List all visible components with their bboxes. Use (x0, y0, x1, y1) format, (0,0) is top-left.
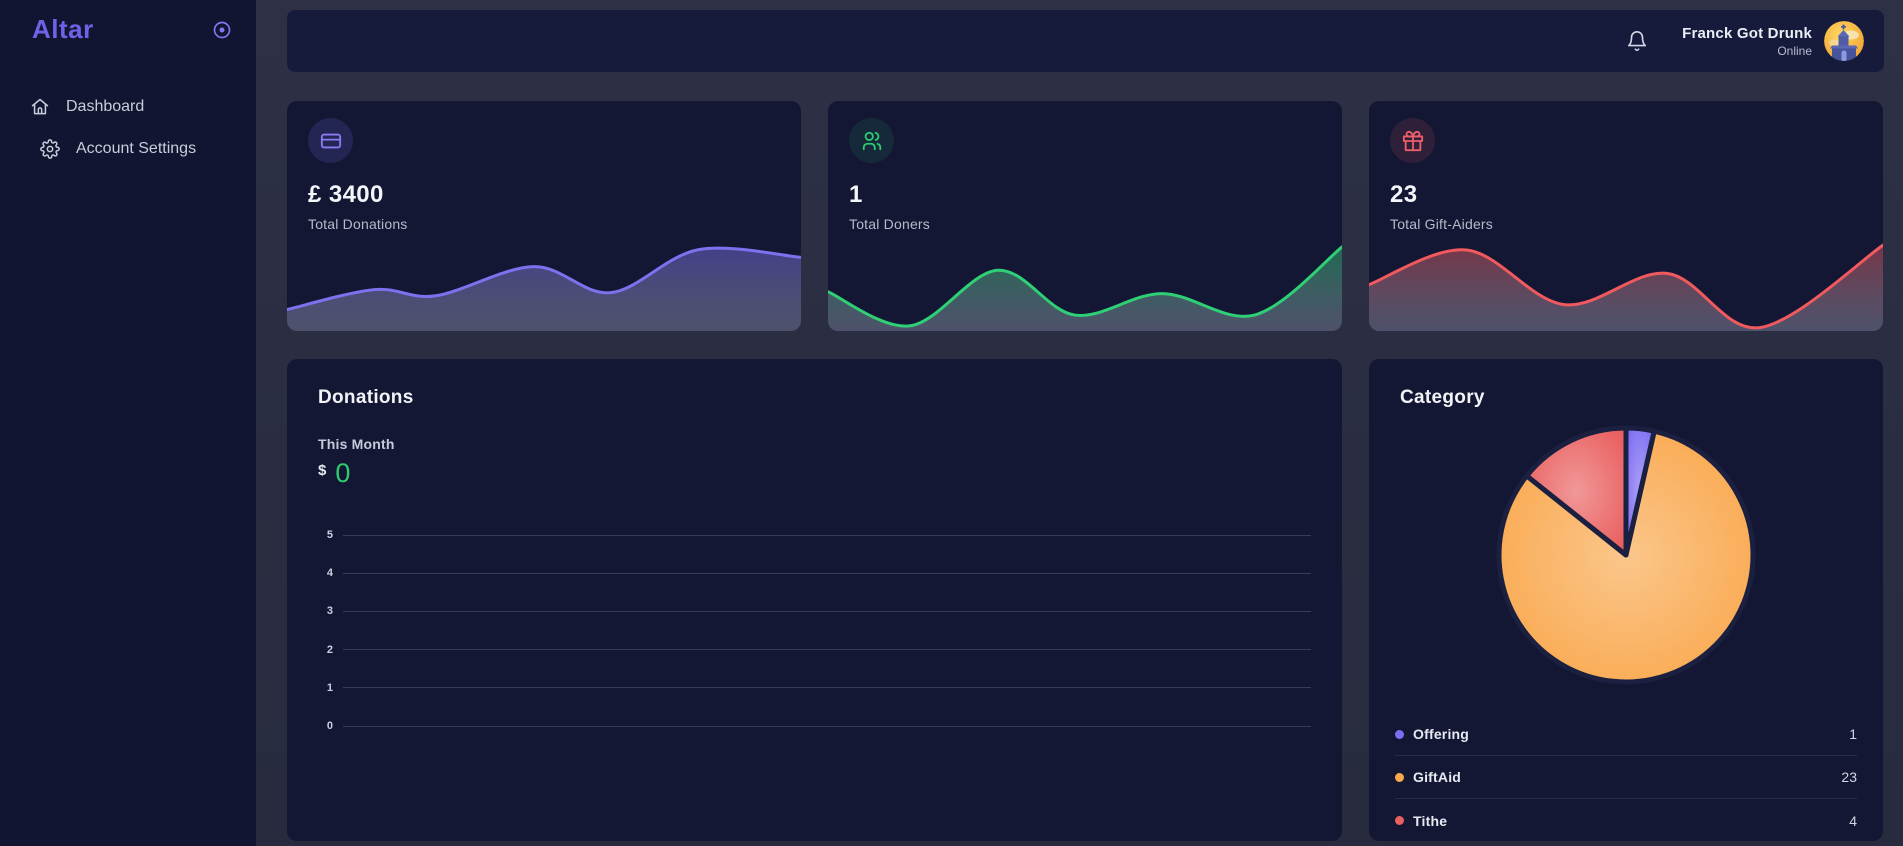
legend-dot (1395, 729, 1404, 739)
grid-row: 5 (318, 529, 1311, 541)
sparkline-line (287, 248, 801, 309)
stat-icon-circle (308, 118, 353, 163)
grid-line (343, 572, 1311, 574)
legend-label: Tithe (1413, 812, 1448, 829)
grid-row: 0 (318, 720, 1311, 732)
grid-line (343, 534, 1311, 536)
sparkline-area (828, 246, 1342, 331)
grid-line (343, 610, 1311, 612)
donations-panel-title: Donations (318, 387, 414, 408)
legend-row-giftaid[interactable]: GiftAid 23 (1395, 756, 1857, 799)
brand-row: Altar (0, 14, 256, 45)
y-axis-tick-label: 0 (326, 720, 333, 732)
grid-row: 4 (318, 567, 1311, 579)
user-name: Franck Got Drunk (1682, 24, 1812, 42)
sparkline-area (1369, 245, 1883, 331)
user-menu[interactable]: Franck Got Drunk Online (1682, 25, 1812, 58)
avatar[interactable] (1824, 21, 1864, 61)
legend-label: Offering (1413, 726, 1470, 742)
grid-line (343, 649, 1311, 651)
doners-sparkline-chart (828, 239, 1342, 331)
period-label: This Month (318, 436, 395, 452)
brand-logo: Altar (32, 14, 94, 44)
sidebar-nav: Dashboard Account Settings (0, 89, 256, 167)
legend-value: 23 (1841, 769, 1857, 785)
sidebar: Altar Dashboard (0, 0, 256, 846)
donations-sparkline-chart (287, 239, 801, 331)
bell-icon (1628, 31, 1647, 51)
main-content: Franck Got Drunk Online (256, 0, 1903, 846)
stat-icon-circle (1390, 118, 1435, 163)
gift-icon (1402, 130, 1423, 151)
grid-line (343, 725, 1311, 727)
sparkline-line (828, 247, 1342, 326)
stat-value: 23 (1390, 181, 1418, 208)
users-icon (862, 131, 881, 150)
sidebar-toggle-button[interactable] (212, 20, 232, 40)
legend-dot (1395, 816, 1404, 825)
legend-row-tithe[interactable]: Tithe 4 (1395, 799, 1857, 842)
sidebar-item-dashboard[interactable]: Dashboard (0, 89, 256, 125)
donations-panel: Donations This Month $ 0 5 4 3 2 1 0 (287, 359, 1342, 841)
stat-icon-circle (849, 118, 894, 163)
pie-slice-tithe[interactable] (1524, 425, 1629, 558)
y-axis-tick-label: 2 (326, 643, 333, 656)
notifications-button[interactable] (1626, 30, 1648, 52)
sidebar-item-label: Dashboard (66, 98, 145, 115)
stat-value: £ 3400 (308, 181, 384, 208)
legend-dot (1395, 772, 1404, 782)
pie-wrap (1395, 415, 1857, 695)
grid-row: 2 (318, 644, 1311, 656)
topbar: Franck Got Drunk Online (287, 10, 1884, 72)
sparkline-line (1369, 245, 1883, 328)
panels-row: Donations This Month $ 0 5 4 3 2 1 0 Category… (287, 359, 1884, 841)
sidebar-item-account-settings[interactable]: Account Settings (0, 131, 256, 167)
y-axis-tick-label: 1 (326, 681, 333, 694)
stat-card-total-doners: 1 Total Doners (828, 101, 1342, 331)
category-pie-chart (1496, 425, 1756, 685)
stat-label: Total Gift-Aiders (1390, 216, 1493, 232)
sidebar-item-label: Account Settings (76, 140, 197, 157)
home-icon (30, 97, 50, 117)
church-avatar-icon (1824, 21, 1864, 61)
amount-row: $ 0 (318, 460, 1311, 487)
legend-row-offering[interactable]: Offering 1 (1395, 713, 1857, 756)
category-legend: Offering 1 GiftAid 23 Tithe 4 (1395, 713, 1857, 842)
legend-label: GiftAid (1413, 769, 1462, 785)
grid-line (343, 687, 1311, 689)
circle-dot-icon (213, 21, 231, 38)
sparkline-area (287, 248, 801, 331)
y-axis-tick-label: 3 (326, 605, 333, 618)
category-panel-title: Category (1400, 387, 1485, 408)
stat-value: 1 (849, 181, 863, 208)
month-amount: 0 (335, 458, 351, 488)
stat-label: Total Donations (308, 216, 408, 232)
gift-aiders-sparkline-chart (1369, 239, 1883, 331)
y-axis-tick-label: 5 (326, 529, 333, 541)
stat-card-total-donations: £ 3400 Total Donations (287, 101, 801, 331)
currency-symbol: $ (318, 462, 327, 479)
credit-card-icon (320, 133, 341, 148)
grid-row: 3 (318, 605, 1311, 617)
stat-label: Total Doners (849, 216, 930, 232)
grid-row: 1 (318, 682, 1311, 694)
gear-icon (40, 139, 60, 159)
legend-value: 4 (1849, 812, 1857, 829)
stats-row: £ 3400 Total Donations 1 Total Doners (287, 101, 1884, 331)
stat-card-total-gift-aiders: 23 Total Gift-Aiders (1369, 101, 1883, 331)
donations-chart-grid: 5 4 3 2 1 0 (318, 529, 1311, 739)
user-status: Online (1777, 43, 1812, 58)
category-panel: Category Offering 1 GiftAid 23 (1369, 359, 1883, 841)
legend-value: 1 (1849, 726, 1857, 742)
y-axis-tick-label: 4 (326, 567, 333, 580)
